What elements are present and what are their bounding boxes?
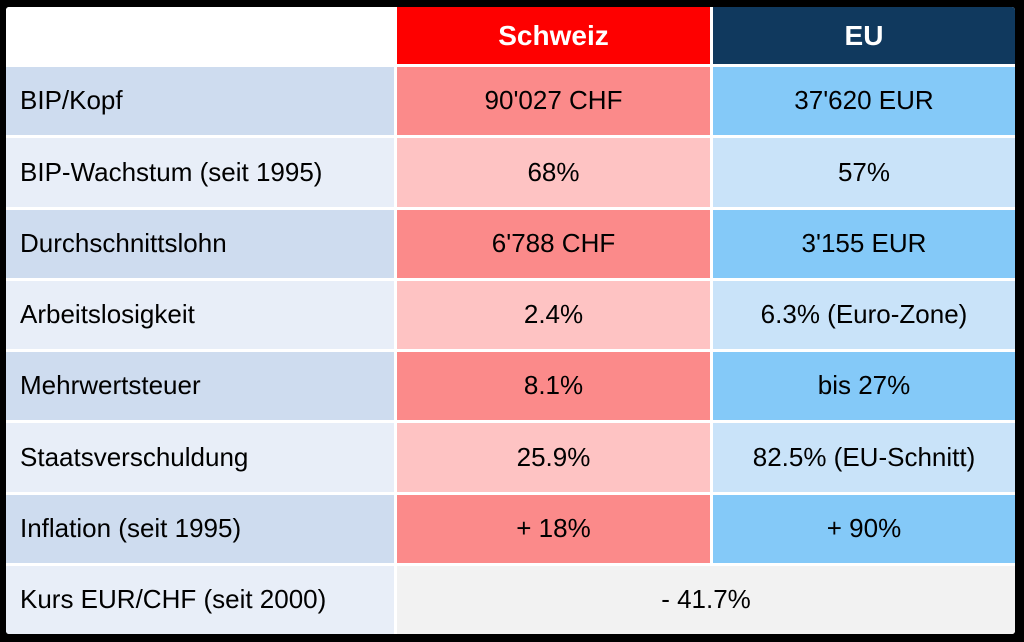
row-bip-wachstum-eu-value: 57% bbox=[713, 138, 1015, 207]
comparison-table: Schweiz EU BIP/Kopf 90'027 CHF 37'620 EU… bbox=[6, 7, 1015, 634]
row-mehrwertsteuer-label: Mehrwertsteuer bbox=[6, 352, 394, 421]
row-durchschnittslohn-eu-value: 3'155 EUR bbox=[713, 209, 1015, 278]
row-arbeitslosigkeit-schweiz-value: 2.4% bbox=[397, 280, 710, 349]
column-header-schweiz: Schweiz bbox=[397, 7, 710, 64]
row-bip-wachstum-label: BIP-Wachstum (seit 1995) bbox=[6, 138, 394, 207]
row-bip-kopf-eu-value: 37'620 EUR bbox=[713, 67, 1015, 136]
row-staatsverschuldung-eu-value: 82.5% (EU-Schnitt) bbox=[713, 423, 1015, 492]
row-mehrwertsteuer-eu-value: bis 27% bbox=[713, 352, 1015, 421]
row-bip-kopf-label: BIP/Kopf bbox=[6, 67, 394, 136]
row-kurs-eur-chf-merged-value: - 41.7% bbox=[397, 565, 1015, 634]
row-staatsverschuldung-schweiz-value: 25.9% bbox=[397, 423, 710, 492]
column-header-eu: EU bbox=[713, 7, 1015, 64]
row-bip-wachstum-schweiz-value: 68% bbox=[397, 138, 710, 207]
row-inflation-label: Inflation (seit 1995) bbox=[6, 494, 394, 563]
row-bip-kopf-schweiz-value: 90'027 CHF bbox=[397, 67, 710, 136]
row-durchschnittslohn-label: Durchschnittslohn bbox=[6, 209, 394, 278]
row-staatsverschuldung-label: Staatsverschuldung bbox=[6, 423, 394, 492]
row-durchschnittslohn-schweiz-value: 6'788 CHF bbox=[397, 209, 710, 278]
row-inflation-schweiz-value: + 18% bbox=[397, 494, 710, 563]
row-mehrwertsteuer-schweiz-value: 8.1% bbox=[397, 352, 710, 421]
row-arbeitslosigkeit-eu-value: 6.3% (Euro-Zone) bbox=[713, 280, 1015, 349]
row-arbeitslosigkeit-label: Arbeitslosigkeit bbox=[6, 280, 394, 349]
corner-cell bbox=[6, 7, 394, 64]
row-inflation-eu-value: + 90% bbox=[713, 494, 1015, 563]
row-kurs-eur-chf-label: Kurs EUR/CHF (seit 2000) bbox=[6, 565, 394, 634]
